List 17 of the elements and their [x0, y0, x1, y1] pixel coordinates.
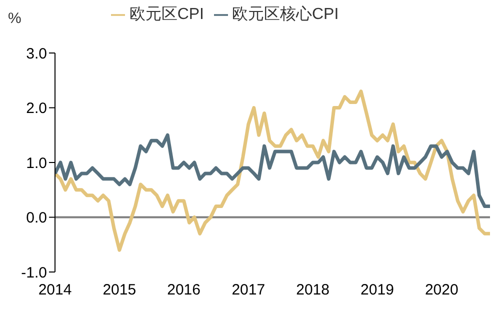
y-axis-title: %: [8, 10, 22, 27]
x-tick-label: 2018: [296, 282, 330, 299]
x-tick-label: 2016: [167, 282, 201, 299]
x-tick-label: 2019: [360, 282, 394, 299]
x-tick-label: 2020: [424, 282, 458, 299]
y-tick-label: -1.0: [21, 264, 47, 282]
line-series: [55, 133, 490, 208]
legend-label: 欧元区核心CPI: [232, 6, 339, 23]
x-tick-label: 2017: [232, 282, 266, 299]
x-tick-label: 2015: [102, 282, 136, 299]
y-tick-label: 2.0: [26, 100, 47, 118]
line-series: [55, 90, 490, 252]
x-tick-label: 2014: [38, 282, 72, 299]
y-tick-label: 0.0: [26, 210, 47, 227]
y-tick-label: 1.0: [26, 154, 47, 172]
y-tick-label: 3.0: [26, 45, 47, 62]
legend-label: 欧元区CPI: [129, 6, 204, 23]
